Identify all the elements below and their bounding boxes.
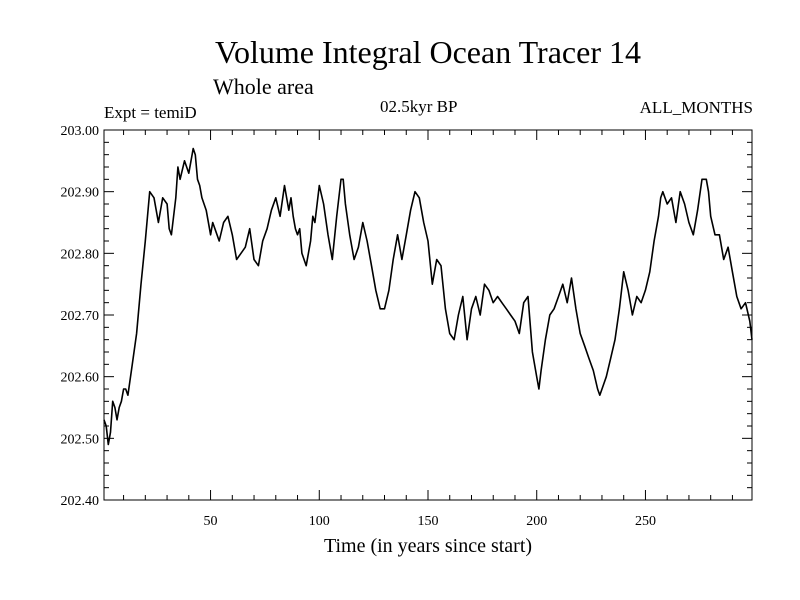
- period-label: 02.5kyr BP: [380, 97, 458, 116]
- axis-tick-labels: 202.40 202.50 202.60 202.70 202.80 202.90 203.…: [61, 124, 656, 529]
- x-tick-label: 250: [635, 514, 656, 529]
- y-tick-label: 203.00: [61, 124, 100, 139]
- axis-ticks: [104, 129, 752, 501]
- plot-frame: [103, 129, 753, 501]
- months-label: ALL_MONTHS: [639, 98, 753, 117]
- y-tick-label: 202.80: [61, 247, 100, 262]
- y-tick-label: 202.40: [61, 494, 100, 509]
- y-tick-label: 202.60: [61, 371, 100, 386]
- experiment-label: Expt = temiD: [104, 103, 197, 122]
- x-tick-label: 100: [309, 514, 330, 529]
- y-tick-label: 202.70: [61, 309, 100, 324]
- x-tick-label: 50: [204, 514, 218, 529]
- x-tick-label: 150: [418, 514, 439, 529]
- y-tick-label: 202.50: [61, 432, 100, 447]
- chart-title: Volume Integral Ocean Tracer 14: [215, 34, 641, 70]
- y-tick-label: 202.90: [61, 186, 100, 201]
- x-axis-label: Time (in years since start): [323, 535, 533, 557]
- x-tick-label: 200: [526, 514, 547, 529]
- series-line: [103, 147, 753, 446]
- chart-subtitle: Whole area: [213, 74, 314, 99]
